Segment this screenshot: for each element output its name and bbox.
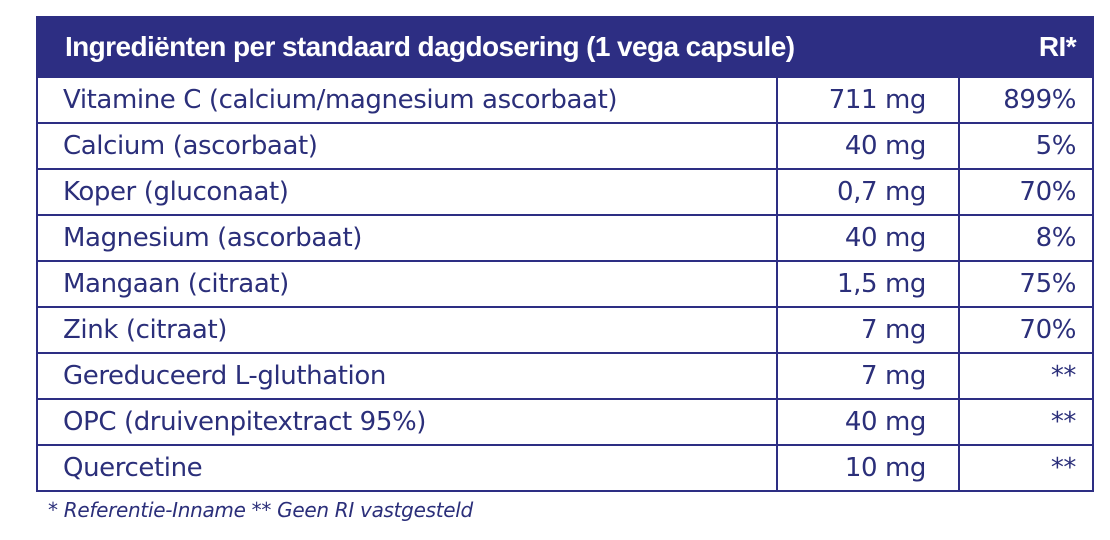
ingredient-amount-cell: 10 mg <box>775 444 961 492</box>
table-row: Mangaan (citraat) 1,5 mg 75% <box>36 260 1095 308</box>
ingredient-ri-cell: 75% <box>958 260 1095 308</box>
ingredient-name-cell: Koper (gluconaat) <box>36 168 778 216</box>
ingredient-name-cell: Calcium (ascorbaat) <box>36 122 778 170</box>
ingredient-name-cell: Quercetine <box>36 444 778 492</box>
table-row: OPC (druivenpitextract 95%) 40 mg ** <box>36 398 1095 446</box>
ingredient-ri-cell: ** <box>958 352 1095 400</box>
ingredient-amount-cell: 40 mg <box>775 398 961 446</box>
ingredient-name-cell: OPC (druivenpitextract 95%) <box>36 398 778 446</box>
ingredient-amount-cell: 40 mg <box>775 122 961 170</box>
ingredient-amount-cell: 711 mg <box>775 76 961 124</box>
ingredient-ri-cell: 70% <box>958 168 1095 216</box>
table-row: Vitamine C (calcium/magnesium ascorbaat)… <box>36 76 1095 124</box>
table-row: Gereduceerd L-gluthation 7 mg ** <box>36 352 1095 400</box>
header-ingredient: Ingrediënten per standaard dagdosering (… <box>35 16 961 78</box>
ingredient-ri-cell: 5% <box>958 122 1095 170</box>
ingredient-ri-cell: 70% <box>958 306 1095 354</box>
ingredient-amount-cell: 0,7 mg <box>775 168 961 216</box>
ingredient-name-cell: Zink (citraat) <box>36 306 778 354</box>
ingredient-ri-cell: ** <box>958 398 1095 446</box>
ingredients-table-container: Ingrediënten per standaard dagdosering (… <box>35 16 1095 492</box>
ingredient-name-cell: Vitamine C (calcium/magnesium ascorbaat) <box>36 76 778 124</box>
ingredient-name-cell: Mangaan (citraat) <box>36 260 778 308</box>
ingredients-table: Ingrediënten per standaard dagdosering (… <box>35 16 1095 492</box>
ingredient-amount-cell: 7 mg <box>775 352 961 400</box>
ingredient-ri-cell: 8% <box>958 214 1095 262</box>
ingredient-ri-cell: ** <box>958 444 1095 492</box>
table-row: Calcium (ascorbaat) 40 mg 5% <box>36 122 1095 170</box>
table-row: Zink (citraat) 7 mg 70% <box>36 306 1095 354</box>
ingredient-name-cell: Gereduceerd L-gluthation <box>36 352 778 400</box>
table-header-row: Ingrediënten per standaard dagdosering (… <box>35 16 1095 78</box>
table-row: Koper (gluconaat) 0,7 mg 70% <box>36 168 1095 216</box>
header-ri: RI* <box>958 16 1095 78</box>
ingredient-name-cell: Magnesium (ascorbaat) <box>36 214 778 262</box>
table-row: Quercetine 10 mg ** <box>36 444 1095 492</box>
ingredients-table-body: Ingrediënten per standaard dagdosering (… <box>35 16 1095 492</box>
table-row: Magnesium (ascorbaat) 40 mg 8% <box>36 214 1095 262</box>
ingredient-amount-cell: 1,5 mg <box>775 260 961 308</box>
footnote: * Referentie-Inname ** Geen RI vastgeste… <box>48 498 473 522</box>
ingredient-amount-cell: 7 mg <box>775 306 961 354</box>
ingredient-amount-cell: 40 mg <box>775 214 961 262</box>
ingredient-ri-cell: 899% <box>958 76 1095 124</box>
